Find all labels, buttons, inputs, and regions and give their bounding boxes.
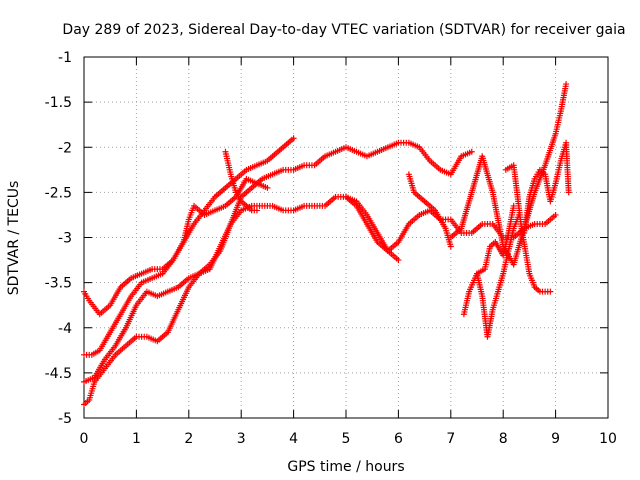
series-track-6	[222, 148, 260, 214]
y-axis-label: SDTVAR / TECUs	[6, 181, 22, 296]
x-tick-label: 8	[499, 431, 508, 447]
x-tick-label: 6	[394, 431, 403, 447]
y-tick-label: -4	[58, 321, 72, 337]
x-tick-label: 2	[184, 431, 193, 447]
x-tick-label: 9	[551, 431, 560, 447]
y-tick-label: -1.5	[45, 95, 72, 111]
data-point	[563, 81, 570, 88]
data-point	[264, 184, 271, 191]
data-point	[510, 202, 517, 209]
chart-title: Day 289 of 2023, Sidereal Day-to-day VTE…	[62, 22, 625, 38]
x-tick-label: 10	[599, 431, 617, 447]
data-points	[81, 81, 572, 408]
axis-ticks: 0 1 2 3 4 5 6 7 8 9 10 -1 -1.5 -2 -2.5 -3 -3.5 -4 -4.5 -5	[45, 50, 617, 447]
data-point	[468, 148, 475, 155]
data-point	[552, 211, 559, 218]
series-track-7	[405, 171, 454, 250]
x-axis-label: GPS time / hours	[287, 459, 404, 475]
x-tick-label: 7	[446, 431, 455, 447]
y-tick-label: -4.5	[45, 366, 72, 382]
x-tick-label: 0	[80, 431, 89, 447]
y-tick-label: -2.5	[45, 185, 72, 201]
y-tick-label: -3	[58, 231, 72, 247]
data-point	[395, 257, 402, 264]
data-point	[515, 211, 522, 218]
data-point	[547, 288, 554, 295]
series-track-12	[521, 139, 572, 236]
data-point	[290, 135, 297, 142]
x-tick-label: 1	[132, 431, 141, 447]
x-tick-label: 3	[237, 431, 246, 447]
series-track-8	[447, 81, 570, 268]
data-point	[447, 243, 454, 250]
series-track-11	[474, 211, 522, 340]
data-point	[565, 189, 572, 196]
y-tick-label: -5	[58, 411, 72, 427]
grid	[84, 57, 608, 418]
y-tick-label: -1	[58, 50, 72, 66]
x-tick-label: 4	[289, 431, 298, 447]
series-track-4	[81, 175, 271, 318]
y-tick-label: -3.5	[45, 276, 72, 292]
data-point	[253, 207, 260, 214]
x-tick-label: 5	[342, 431, 351, 447]
y-tick-label: -2	[58, 140, 72, 156]
series-track-1	[81, 135, 297, 358]
